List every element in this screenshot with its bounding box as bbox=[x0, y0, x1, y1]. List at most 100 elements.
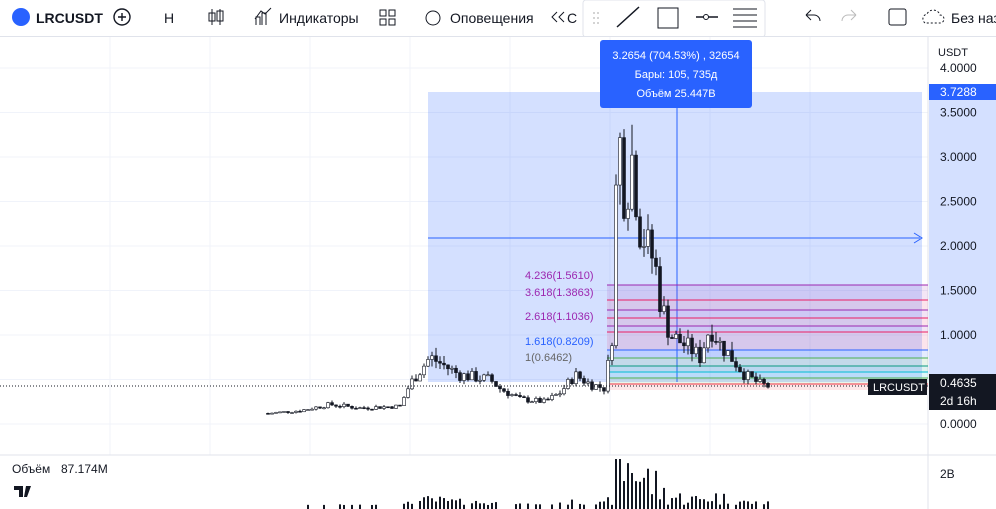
candle-body bbox=[606, 360, 610, 392]
volume-bar bbox=[515, 504, 517, 509]
volume-bar bbox=[631, 473, 633, 509]
range-tag bbox=[929, 84, 996, 100]
volume-bar bbox=[659, 499, 661, 509]
rect-tool[interactable] bbox=[657, 7, 679, 29]
candle-body bbox=[566, 379, 570, 389]
volume-bar bbox=[519, 503, 521, 509]
truncated[interactable]: С bbox=[567, 10, 578, 26]
drag-handle[interactable] bbox=[593, 12, 599, 24]
symbol[interactable]: LRCUSDT bbox=[36, 10, 103, 26]
candle-body bbox=[466, 373, 470, 381]
volume-bar bbox=[483, 503, 485, 509]
measure-box bbox=[428, 92, 922, 382]
volume-bar bbox=[479, 503, 481, 509]
candle-body bbox=[442, 362, 446, 366]
candle-body bbox=[662, 305, 666, 312]
fullscreen[interactable] bbox=[888, 8, 907, 26]
candle-body bbox=[614, 184, 618, 346]
candle-body bbox=[290, 412, 294, 414]
candle-body bbox=[742, 371, 746, 380]
candle-body bbox=[410, 378, 414, 390]
candle-body bbox=[718, 340, 722, 343]
volume-bar bbox=[447, 501, 449, 509]
fib-label: 1(0.6462) bbox=[525, 352, 572, 364]
undo[interactable] bbox=[805, 9, 821, 22]
measure-arrow bbox=[913, 232, 923, 244]
candle-body bbox=[650, 229, 654, 259]
replay-icon[interactable] bbox=[551, 11, 565, 23]
candle-icon[interactable] bbox=[208, 9, 224, 25]
tooltip-text: Объём 25.447B bbox=[636, 88, 715, 100]
volume-bar bbox=[491, 502, 493, 509]
candle-body bbox=[646, 229, 650, 247]
candle-body bbox=[574, 371, 578, 385]
axis-highlight bbox=[929, 92, 996, 382]
price-tick: 2.5000 bbox=[940, 195, 977, 209]
candle-body bbox=[310, 408, 314, 411]
candle-body bbox=[306, 409, 310, 411]
volume-bar bbox=[655, 470, 657, 509]
alerts[interactable]: Оповещения bbox=[450, 10, 534, 26]
trendline-tool[interactable] bbox=[616, 6, 640, 28]
candle-body bbox=[374, 406, 378, 410]
tv-logo bbox=[14, 486, 31, 497]
candle-body bbox=[326, 402, 330, 409]
candle-body bbox=[530, 401, 534, 403]
layout-icon[interactable] bbox=[379, 9, 396, 26]
candle-body bbox=[634, 154, 638, 218]
candle-body bbox=[386, 406, 390, 409]
price-tick: 0.0000 bbox=[940, 417, 977, 431]
candle-body bbox=[314, 406, 318, 410]
candle-body bbox=[706, 334, 710, 349]
indicators[interactable]: Индикаторы bbox=[279, 10, 359, 26]
candle-body bbox=[750, 371, 754, 378]
candle-body bbox=[698, 346, 702, 364]
candle-body bbox=[406, 388, 410, 398]
volume-bar bbox=[707, 501, 709, 509]
fib-band bbox=[607, 372, 928, 378]
volume-bar bbox=[715, 493, 717, 509]
volume-bar bbox=[755, 501, 757, 509]
volume-bar bbox=[407, 501, 409, 509]
volume-label: Объём bbox=[12, 462, 50, 476]
interval[interactable]: H bbox=[164, 10, 175, 26]
countdown: 2d 16h bbox=[940, 394, 977, 408]
candle-body bbox=[402, 397, 406, 406]
candle-body bbox=[506, 391, 510, 396]
layout-name[interactable]: Без наз bbox=[951, 10, 996, 26]
candle-body bbox=[278, 411, 282, 414]
candle-body bbox=[510, 394, 514, 396]
volume-bar bbox=[451, 499, 453, 509]
candle-body bbox=[542, 398, 546, 403]
candle-body bbox=[746, 371, 750, 380]
price-tick: 1.0000 bbox=[940, 328, 977, 342]
price-tick: 3.5000 bbox=[940, 106, 977, 120]
volume-bar bbox=[671, 498, 673, 509]
volume-bar bbox=[615, 459, 617, 509]
volume-bar bbox=[687, 502, 689, 509]
candle-body bbox=[766, 383, 770, 388]
volume-bar bbox=[567, 504, 569, 509]
volume-bar bbox=[323, 504, 325, 509]
candle-body bbox=[282, 411, 286, 413]
candle-body bbox=[266, 413, 270, 415]
candle-body bbox=[582, 378, 586, 384]
volume-bar bbox=[595, 504, 597, 509]
volume-bar bbox=[359, 504, 361, 509]
candle-body bbox=[358, 407, 362, 409]
candle-body bbox=[562, 388, 566, 395]
currency[interactable]: USDT bbox=[938, 47, 968, 59]
fib-label: 4.236(1.5610) bbox=[525, 270, 594, 282]
volume-bar bbox=[611, 504, 613, 509]
candle-body bbox=[502, 388, 506, 392]
price-tick: 2.0000 bbox=[940, 239, 977, 253]
fib-tool[interactable] bbox=[733, 8, 757, 28]
candle-body bbox=[702, 347, 706, 364]
candle-body bbox=[638, 216, 642, 248]
volume-bar bbox=[443, 498, 445, 509]
add-icon[interactable] bbox=[113, 8, 131, 26]
redo[interactable] bbox=[841, 9, 857, 22]
candle-body bbox=[294, 410, 298, 413]
volume-bar bbox=[599, 501, 601, 509]
alert-icon bbox=[425, 10, 441, 26]
